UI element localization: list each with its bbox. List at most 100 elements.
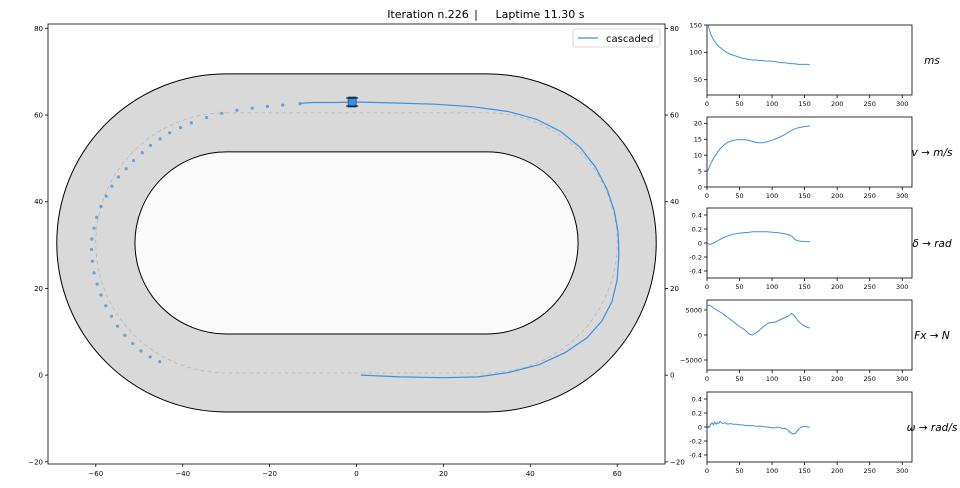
velocity-plot-frame	[706, 116, 913, 188]
velocity-plot-y-tick-label: 10	[694, 151, 702, 159]
track-inner-boundary	[134, 151, 579, 335]
map-y-tick-label-left: 0	[39, 372, 43, 380]
ms-plot-y-tick-label: 50	[694, 76, 702, 84]
ms-plot-x-tick-label: 100	[766, 100, 778, 108]
car-body	[347, 96, 357, 108]
predicted-point	[131, 158, 136, 163]
velocity-plot-x-tick-label: 150	[798, 192, 810, 200]
map-y-tick-label-left: 60	[34, 112, 43, 120]
steering-plot-x-tick-label: 200	[831, 283, 843, 291]
predicted-point	[109, 314, 114, 318]
yaw-rate-plot-y-tick-label: 0.2	[692, 409, 702, 417]
predicted-point	[204, 116, 209, 120]
force-plot-x-tick-label: 200	[831, 375, 843, 383]
yaw-rate-plot-x-tick-label: 150	[798, 467, 810, 475]
force-plot-x-tick-label: 150	[798, 375, 810, 383]
yaw-rate-plot-x-tick-label: 200	[831, 467, 843, 475]
velocity-plot-series-line	[706, 125, 810, 173]
predicted-point	[140, 151, 144, 155]
ms-plot: 0 50 100 150 200 250 300 50 100 150 ms	[690, 21, 941, 108]
predicted-point	[158, 360, 162, 364]
velocity-plot-x-tick-label: 200	[831, 192, 843, 200]
predicted-point	[115, 324, 120, 328]
steering-plot-y-tick-label: -0.4	[689, 267, 702, 275]
steering-plot-series-line	[706, 231, 810, 245]
map-y-tick-label-left: −20	[28, 458, 43, 466]
steering-plot: 0 50 100 150 200 250 300 -0.4 -0.2 0 0.2 0.4 δ → rad	[689, 207, 952, 291]
map-y-tick-label-left: 20	[34, 285, 43, 293]
map-legend: cascaded	[572, 28, 661, 48]
yaw-rate-plot-y-tick-label: -0.4	[689, 451, 702, 459]
steering-plot-x-tick-label: 300	[896, 283, 908, 291]
ms-plot-x-tick-label: 250	[863, 100, 875, 108]
map-x-tick-label: −60	[88, 470, 103, 478]
force-plot-x-tick-label: 300	[896, 375, 908, 383]
steering-plot-x-tick-label: 250	[863, 283, 875, 291]
force-plot-x-tick-label: 50	[735, 375, 743, 383]
map-y-tick-label-left: 40	[34, 198, 43, 206]
velocity-plot-x-tick-label: 100	[766, 192, 778, 200]
velocity-plot-y-tick-label: 15	[694, 136, 702, 144]
steering-plot-x-tick-label: 50	[735, 283, 743, 291]
ms-plot-x-tick-label: 150	[798, 100, 810, 108]
force-plot-ylabel: Fx → N	[914, 330, 950, 342]
steering-plot-y-tick-label: -0.2	[689, 253, 702, 261]
map-x-tick-label: 60	[613, 470, 622, 478]
map-y-tick-label-left: 80	[34, 25, 43, 33]
predicted-point	[95, 282, 99, 286]
map-y-tick-label-right: 60	[670, 112, 679, 120]
map-y-tick-label-right: 80	[670, 25, 679, 33]
yaw-rate-plot: 0 50 100 150 200 250 300 -0.4 -0.2 0 0.2 0.4 ω → rad…	[689, 391, 958, 475]
track-centerline	[95, 112, 618, 374]
yaw-rate-plot-x-tick-label: 0	[705, 467, 709, 475]
predicted-point	[90, 237, 94, 241]
predicted-point	[281, 103, 285, 107]
predicted-point	[148, 355, 152, 359]
predicted-point	[220, 111, 224, 115]
predicted-point	[116, 175, 120, 179]
force-plot-x-tick-label: 100	[766, 375, 778, 383]
yaw-rate-plot-ylabel: ω → rad/s	[907, 422, 958, 434]
map-x-tick-label: −20	[262, 470, 277, 478]
ms-plot-frame	[706, 24, 913, 96]
map-y-tick-label-right: −20	[670, 458, 685, 466]
force-plot-x-tick-label: 0	[705, 375, 709, 383]
predicted-point	[92, 271, 96, 275]
steering-plot-y-tick-label: 0.4	[692, 211, 702, 219]
predicted-point	[90, 259, 94, 263]
steering-plot-ylabel: δ → rad	[912, 238, 952, 250]
force-plot-y-tick-label: −5000	[680, 356, 702, 364]
force-plot-y-tick-label: 0	[698, 331, 702, 339]
predicted-point	[139, 349, 143, 353]
trajectory-line-cascaded	[299, 101, 620, 379]
ms-plot-x-tick-label: 300	[896, 100, 908, 108]
header-separator: |	[474, 8, 478, 21]
predicted-point	[131, 341, 135, 346]
track-map: −60 −40 −20 0 20 40 60 −20 −20 0 0 20 20 40 40 60 60 80 80…	[28, 23, 685, 478]
steering-plot-x-tick-label: 100	[766, 283, 778, 291]
predicted-point	[123, 333, 127, 337]
predicted-point	[99, 293, 103, 297]
ms-plot-y-tick-label: 150	[690, 21, 702, 29]
map-y-tick-label-right: 20	[670, 285, 679, 293]
predicted-point	[148, 143, 153, 147]
steering-plot-x-tick-label: 150	[798, 283, 810, 291]
iteration-label: Iteration n.226	[387, 8, 469, 21]
predicted-point	[110, 184, 114, 188]
force-plot-x-tick-label: 250	[863, 375, 875, 383]
velocity-plot-x-tick-label: 50	[735, 192, 743, 200]
velocity-plot-x-tick-label: 0	[705, 192, 709, 200]
velocity-plot-x-tick-label: 300	[896, 192, 908, 200]
velocity-plot-x-tick-label: 250	[863, 192, 875, 200]
laptime-label: Laptime 11.30 s	[496, 8, 585, 21]
legend-box	[572, 28, 661, 48]
velocity-plot: 0 50 100 150 200 250 300 0 5 10 15 20 v → m/s	[694, 116, 953, 200]
predicted-point	[99, 204, 103, 209]
predicted-point	[265, 104, 270, 108]
force-plot-series-line	[706, 304, 810, 336]
predicted-point	[158, 137, 162, 141]
velocity-plot-y-tick-label: 20	[694, 120, 702, 128]
ms-plot-series-line	[706, 24, 810, 66]
predicted-point	[189, 121, 193, 125]
